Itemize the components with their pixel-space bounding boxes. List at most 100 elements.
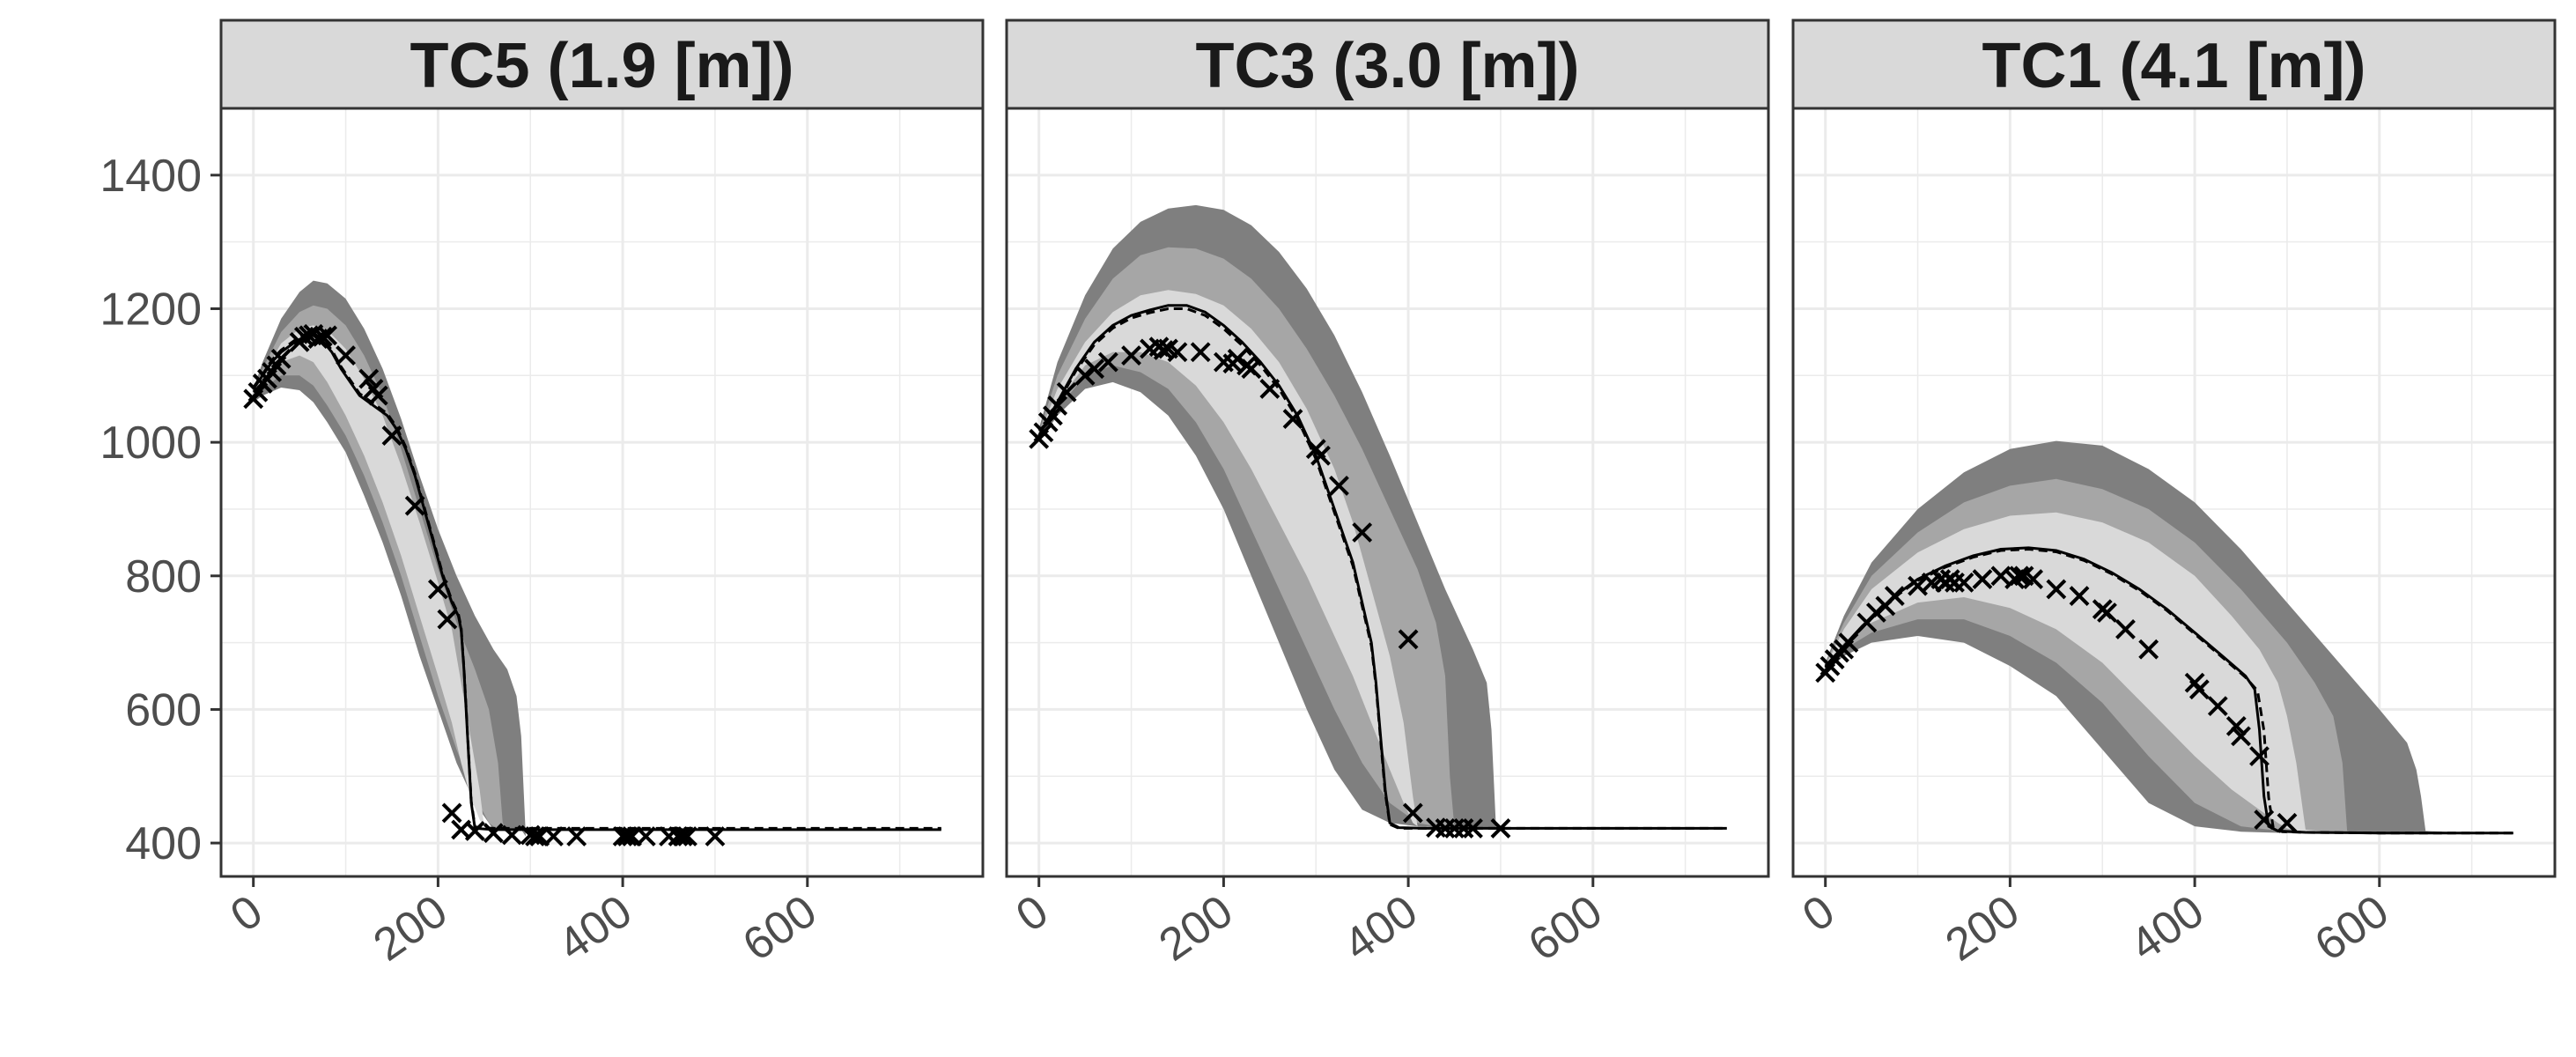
data-point-marker <box>566 826 587 846</box>
data-point-marker <box>2225 715 2247 736</box>
data-point-marker <box>1972 569 1993 589</box>
data-point-marker <box>1241 358 1262 380</box>
data-point-marker <box>635 826 656 846</box>
data-point-marker <box>1838 632 1859 654</box>
x-tick-label: 200 <box>365 885 456 971</box>
data-point-marker <box>1329 476 1349 496</box>
markers <box>243 323 726 846</box>
data-point-marker <box>1167 342 1188 363</box>
x-tick-label: 400 <box>1335 885 1427 971</box>
data-point-marker <box>1945 572 1965 593</box>
data-point-marker <box>404 495 425 516</box>
data-point-marker <box>1953 572 1974 593</box>
data-point-marker <box>1190 342 1211 363</box>
markers <box>1815 565 2298 833</box>
data-point-marker <box>668 826 689 846</box>
markers <box>1029 336 1511 839</box>
x-tick-label: 200 <box>1937 885 2028 971</box>
data-point-marker <box>1282 409 1303 430</box>
facet-title: TC5 (1.9 [m]) <box>410 31 793 101</box>
data-point-marker <box>1084 358 1105 380</box>
data-point-marker <box>612 826 633 846</box>
x-tick-label: 200 <box>1150 885 1242 971</box>
data-point-marker <box>437 609 458 630</box>
panel-tc1: TC1 (4.1 [m]) 0 200 400 600 <box>1791 18 2557 972</box>
x-tick-label: 600 <box>2306 885 2397 971</box>
y-tick-label: 400 <box>125 818 202 869</box>
y-tick-label: 1200 <box>100 284 202 335</box>
data-point-marker <box>2188 679 2210 700</box>
series-line-solid <box>1824 546 2513 835</box>
data-point-marker <box>1033 422 1054 443</box>
data-point-marker <box>1453 817 1474 839</box>
data-point-marker <box>672 826 693 846</box>
panel-border <box>1791 107 2557 878</box>
y-tick-label: 1400 <box>100 151 202 202</box>
data-point-marker <box>543 826 564 846</box>
y-axis: 400 600 800 1000 1200 1400 <box>100 151 221 869</box>
data-point-marker <box>1227 348 1248 369</box>
data-point-marker <box>1884 586 1905 606</box>
data-point-marker <box>2277 812 2298 833</box>
facet-strip <box>1005 18 1770 110</box>
data-point-marker <box>501 824 522 846</box>
data-point-marker <box>1463 817 1483 839</box>
data-point-marker <box>1121 345 1141 366</box>
data-point-marker <box>2115 619 2136 639</box>
data-point-marker <box>427 579 448 600</box>
x-tick-label: 600 <box>1519 885 1611 971</box>
data-point-marker <box>2207 696 2228 717</box>
data-point-marker <box>1047 395 1068 416</box>
data-point-marker <box>1402 802 1423 824</box>
data-point-marker <box>464 821 485 841</box>
data-point-marker <box>1865 602 1886 623</box>
data-point-marker <box>358 368 380 389</box>
data-point-marker <box>1435 817 1456 839</box>
y-tick-label: 1000 <box>100 418 202 469</box>
data-point-marker <box>2249 746 2270 766</box>
x-tick-label: 400 <box>2122 885 2213 971</box>
data-point-marker <box>336 345 356 366</box>
data-point-marker <box>1043 405 1063 426</box>
data-point-marker <box>1398 629 1419 650</box>
data-point-marker <box>705 826 726 846</box>
data-point-marker <box>441 802 462 824</box>
data-point-marker <box>2138 639 2159 660</box>
band-inner <box>1038 290 1727 829</box>
band-inner <box>1825 512 2513 833</box>
data-point-marker <box>2069 586 2090 606</box>
data-point-marker <box>2023 569 2044 589</box>
x-tick-label: 0 <box>222 885 272 942</box>
y-tick-label: 800 <box>125 551 202 602</box>
data-point-marker <box>312 326 333 347</box>
x-tick-label: 0 <box>1794 885 1844 942</box>
data-point-marker <box>2254 809 2275 830</box>
data-point-marker <box>1074 365 1096 386</box>
panel-tc5: TC5 (1.9 [m]) 0 200 400 600 <box>219 18 985 972</box>
facet-strip <box>1791 18 2557 110</box>
data-point-marker <box>1352 522 1373 543</box>
data-point-marker <box>2046 579 2067 600</box>
data-point-marker <box>1310 445 1331 466</box>
data-point-marker <box>525 826 545 846</box>
panel-border <box>219 107 985 878</box>
data-point-marker <box>2097 602 2117 623</box>
y-tick-label: 600 <box>125 684 202 735</box>
data-point-marker <box>677 826 698 846</box>
panel-border <box>1005 107 1770 878</box>
x-tick-label: 400 <box>550 885 641 971</box>
data-point-marker <box>1490 817 1511 839</box>
data-point-marker <box>616 826 638 846</box>
data-point-marker <box>367 385 388 406</box>
data-point-marker <box>381 425 402 446</box>
data-point-marker <box>317 325 337 346</box>
data-point-marker <box>1444 817 1465 839</box>
panel-tc3: TC3 (3.0 [m]) 0 200 400 600 <box>1005 18 1770 972</box>
facet-title: TC3 (3.0 [m]) <box>1195 31 1579 101</box>
facet-title: TC1 (4.1 [m]) <box>1982 31 2366 101</box>
data-point-marker <box>1097 351 1118 373</box>
x-tick-label: 600 <box>734 885 825 971</box>
data-point-marker <box>2231 726 2251 747</box>
data-point-marker <box>270 348 292 369</box>
